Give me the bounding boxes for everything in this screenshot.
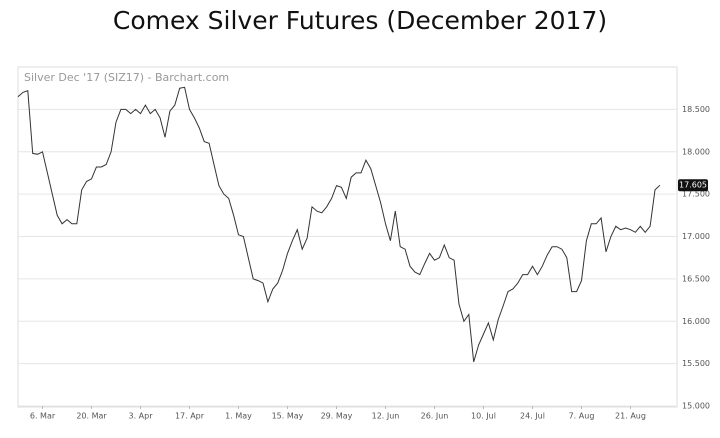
- y-tick-label: 16.000: [682, 317, 710, 326]
- y-tick-label: 18.500: [682, 105, 710, 114]
- x-tick-label: 26. Jun: [421, 412, 449, 421]
- x-tick-label: 21. Aug: [615, 412, 646, 421]
- x-tick-label: 29. May: [321, 412, 353, 421]
- x-tick-label: 17. Apr: [175, 412, 205, 421]
- y-tick-label: 17.500: [682, 190, 710, 199]
- x-tick-label: 20. Mar: [76, 412, 107, 421]
- last-value-label: 17.605: [679, 181, 707, 190]
- chart-subtitle: Silver Dec '17 (SIZ17) - Barchart.com: [24, 71, 229, 84]
- x-tick-label: 3. Apr: [128, 412, 153, 421]
- y-tick-label: 17.000: [682, 232, 710, 241]
- x-tick-label: 10. Jul: [471, 412, 496, 421]
- x-tick-label: 24. Jul: [520, 412, 545, 421]
- chart-title: Comex Silver Futures (December 2017): [113, 6, 607, 35]
- x-tick-label: 12. Jun: [372, 412, 400, 421]
- x-tick-label: 15. May: [272, 412, 304, 421]
- y-tick-label: 15.000: [682, 402, 710, 411]
- last-value-box: [678, 179, 708, 192]
- x-tick-label: 6. Mar: [30, 412, 56, 421]
- y-tick-label: 18.000: [682, 147, 710, 156]
- y-tick-label: 15.500: [682, 359, 710, 368]
- x-tick-label: 7. Aug: [569, 412, 595, 421]
- x-tick-label: 1. May: [225, 412, 252, 421]
- price-line: [17, 86, 661, 363]
- y-tick-label: 16.500: [682, 274, 710, 283]
